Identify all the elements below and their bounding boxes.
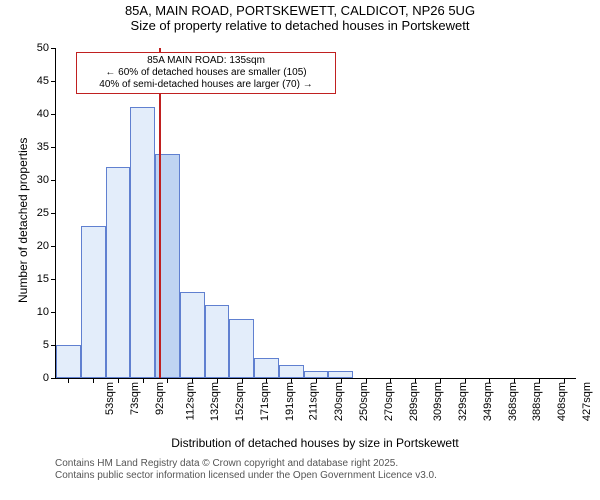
chart-title-line1: 85A, MAIN ROAD, PORTSKEWETT, CALDICOT, N… — [0, 4, 600, 19]
footer-attribution: Contains HM Land Registry data © Crown c… — [55, 458, 437, 482]
xtick-label: 368sqm — [507, 382, 519, 421]
ytick-mark — [51, 213, 56, 214]
ytick-mark — [51, 114, 56, 115]
ytick-label: 20 — [25, 240, 49, 252]
ytick-mark — [51, 246, 56, 247]
ytick-label: 0 — [25, 372, 49, 384]
xtick-label: 309sqm — [432, 382, 444, 421]
ytick-label: 30 — [25, 174, 49, 186]
annotation-line3: 40% of semi-detached houses are larger (… — [81, 79, 331, 91]
footer-line1: Contains HM Land Registry data © Crown c… — [55, 458, 437, 470]
histogram-bar — [205, 305, 230, 378]
histogram-bar — [279, 365, 304, 378]
ytick-mark — [51, 279, 56, 280]
plot-area: 85A MAIN ROAD: 135sqm← 60% of detached h… — [55, 48, 576, 379]
x-axis-label: Distribution of detached houses by size … — [55, 436, 575, 450]
xtick-label: 132sqm — [210, 382, 222, 421]
histogram-bar — [180, 292, 205, 378]
xtick-label: 270sqm — [383, 382, 395, 421]
xtick-label: 112sqm — [184, 382, 196, 420]
xtick-label: 408sqm — [556, 382, 568, 421]
xtick-mark — [68, 378, 69, 383]
xtick-mark — [93, 378, 94, 383]
ytick-label: 50 — [25, 42, 49, 54]
histogram-bar — [56, 345, 81, 378]
ytick-mark — [51, 312, 56, 313]
ytick-label: 25 — [25, 207, 49, 219]
ytick-label: 40 — [25, 108, 49, 120]
annotation-line2: ← 60% of detached houses are smaller (10… — [81, 67, 331, 79]
xtick-label: 427sqm — [581, 382, 593, 421]
histogram-bar — [106, 167, 131, 378]
ytick-label: 10 — [25, 306, 49, 318]
histogram-bar — [328, 371, 353, 378]
xtick-label: 349sqm — [482, 382, 494, 421]
ytick-mark — [51, 180, 56, 181]
annotation-box: 85A MAIN ROAD: 135sqm← 60% of detached h… — [76, 52, 336, 94]
ytick-mark — [51, 48, 56, 49]
xtick-label: 73sqm — [129, 382, 141, 415]
xtick-label: 250sqm — [358, 382, 370, 421]
ytick-label: 5 — [25, 339, 49, 351]
chart-title-line2: Size of property relative to detached ho… — [0, 19, 600, 34]
xtick-mark — [143, 378, 144, 383]
ytick-mark — [51, 81, 56, 82]
xtick-label: 388sqm — [531, 382, 543, 421]
xtick-label: 171sqm — [259, 382, 271, 421]
ytick-mark — [51, 147, 56, 148]
histogram-bar — [130, 107, 155, 378]
chart-title: 85A, MAIN ROAD, PORTSKEWETT, CALDICOT, N… — [0, 4, 600, 34]
xtick-label: 92sqm — [154, 382, 166, 415]
ytick-mark — [51, 378, 56, 379]
xtick-label: 329sqm — [457, 382, 469, 421]
annotation-line1: 85A MAIN ROAD: 135sqm — [81, 55, 331, 67]
histogram-bar — [229, 319, 254, 378]
xtick-label: 152sqm — [234, 382, 246, 421]
ytick-label: 35 — [25, 141, 49, 153]
xtick-label: 191sqm — [284, 382, 296, 421]
ytick-label: 45 — [25, 75, 49, 87]
ytick-label: 15 — [25, 273, 49, 285]
reference-line — [159, 48, 161, 378]
histogram-chart: 85A, MAIN ROAD, PORTSKEWETT, CALDICOT, N… — [0, 0, 600, 500]
xtick-mark — [118, 378, 119, 383]
histogram-bar — [254, 358, 279, 378]
histogram-bar — [81, 226, 106, 378]
xtick-label: 230sqm — [333, 382, 345, 421]
histogram-bar — [304, 371, 329, 378]
footer-line2: Contains public sector information licen… — [55, 470, 437, 482]
xtick-label: 211sqm — [308, 382, 320, 420]
xtick-label: 53sqm — [104, 382, 116, 415]
xtick-label: 289sqm — [408, 382, 420, 421]
xtick-mark — [167, 378, 168, 383]
